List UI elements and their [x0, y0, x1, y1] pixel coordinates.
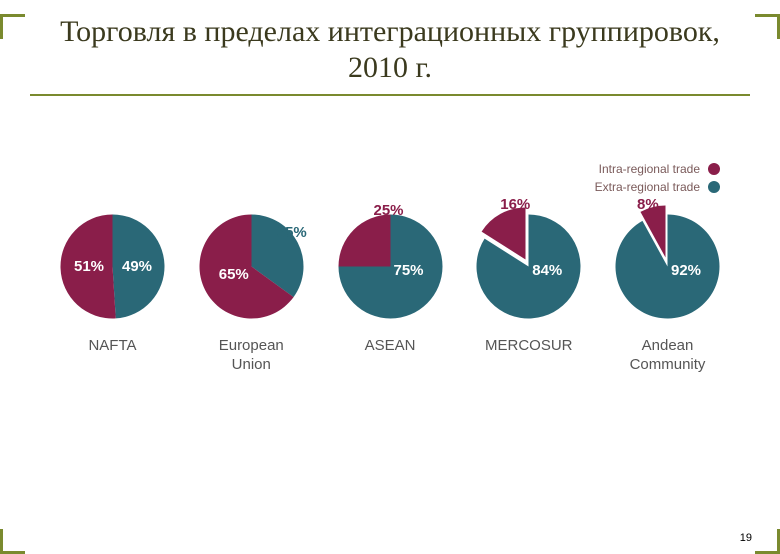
page-number: 19 — [740, 532, 752, 544]
chart-block: 65% 35% EuropeanUnion — [189, 214, 314, 375]
legend-item: Extra-regional trade — [595, 180, 720, 194]
chart-caption: NAFTA — [88, 337, 136, 356]
slice-label-intra: 51% — [74, 258, 104, 275]
outer-label-intra: 8% — [637, 196, 659, 213]
chart-caption: MERCOSUR — [485, 337, 573, 356]
pie-chart: 84%16% — [476, 214, 581, 319]
chart-caption: EuropeanUnion — [219, 337, 284, 375]
slice-label-extra: 75% — [394, 262, 424, 279]
chart-block: 75%25% ASEAN — [328, 214, 453, 356]
legend-dot — [708, 163, 720, 175]
outer-label-extra: 35% — [277, 224, 307, 241]
chart-caption: ASEAN — [365, 337, 416, 356]
legend-label: Extra-regional trade — [595, 180, 700, 194]
chart-block: 84%16% MERCOSUR — [466, 214, 591, 356]
slice-label-extra: 49% — [122, 258, 152, 275]
pie-chart: 75%25% — [338, 214, 443, 319]
corner-br — [755, 529, 780, 554]
outer-label-intra: 25% — [374, 202, 404, 219]
legend: Intra-regional trade Extra-regional trade — [595, 162, 720, 198]
slice-label-extra: 92% — [671, 262, 701, 279]
legend-label: Intra-regional trade — [599, 162, 700, 176]
slice-label-extra: 84% — [532, 262, 562, 279]
pie-chart: 51% 49% — [60, 214, 165, 319]
chart-block: 92%8% AndeanCommunity — [605, 214, 730, 375]
pie-chart: 65% 35% — [199, 214, 304, 319]
page-title: Торговля в пределах интеграционных групп… — [40, 14, 740, 86]
corner-tl — [0, 14, 25, 39]
chart-caption: AndeanCommunity — [630, 337, 706, 375]
corner-tr — [755, 14, 780, 39]
legend-item: Intra-regional trade — [595, 162, 720, 176]
legend-dot — [708, 181, 720, 193]
outer-label-intra: 16% — [500, 196, 530, 213]
pie-chart: 92%8% — [615, 214, 720, 319]
corner-bl — [0, 529, 25, 554]
title-rule — [30, 94, 750, 96]
chart-block: 51% 49% NAFTA — [50, 214, 175, 356]
charts-row: 51% 49% NAFTA 65% 35% EuropeanUnion 75%25% ASEA… — [50, 214, 730, 375]
slice-label-intra: 65% — [219, 266, 249, 283]
